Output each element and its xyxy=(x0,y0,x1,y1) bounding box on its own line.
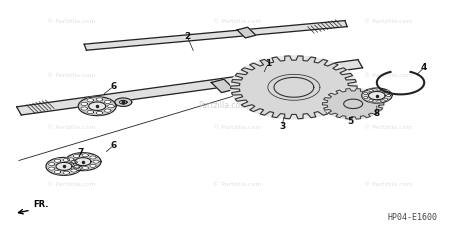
Circle shape xyxy=(364,93,368,95)
Text: © Partzilla.com: © Partzilla.com xyxy=(47,73,95,78)
Text: © Partzilla.com: © Partzilla.com xyxy=(365,19,413,24)
Circle shape xyxy=(46,157,82,175)
Circle shape xyxy=(87,99,94,102)
Circle shape xyxy=(386,94,391,97)
Text: FR.: FR. xyxy=(33,200,49,209)
Circle shape xyxy=(322,88,384,119)
Circle shape xyxy=(56,162,72,170)
Circle shape xyxy=(73,154,80,158)
Text: © Partzilla.com: © Partzilla.com xyxy=(213,19,261,24)
Polygon shape xyxy=(231,56,357,119)
Circle shape xyxy=(369,89,373,92)
Circle shape xyxy=(104,100,111,103)
Circle shape xyxy=(65,153,101,171)
Circle shape xyxy=(115,98,132,106)
Text: 2: 2 xyxy=(184,32,191,41)
Text: © Partzilla.com: © Partzilla.com xyxy=(213,181,261,187)
Circle shape xyxy=(63,158,69,162)
Text: © Partzilla.com: © Partzilla.com xyxy=(213,125,261,130)
Text: 7: 7 xyxy=(77,148,84,157)
Circle shape xyxy=(67,158,74,161)
Polygon shape xyxy=(211,79,234,93)
Circle shape xyxy=(231,56,357,119)
Polygon shape xyxy=(84,21,347,50)
Circle shape xyxy=(383,91,388,93)
Circle shape xyxy=(368,91,385,100)
Circle shape xyxy=(377,89,381,91)
Text: © Partzilla.com: © Partzilla.com xyxy=(47,181,95,187)
Polygon shape xyxy=(237,27,256,38)
Text: 6: 6 xyxy=(110,141,117,150)
Circle shape xyxy=(78,97,116,116)
Circle shape xyxy=(377,100,381,102)
Circle shape xyxy=(55,170,61,174)
Circle shape xyxy=(119,100,127,104)
Text: © Partzilla.com: © Partzilla.com xyxy=(47,19,95,24)
Circle shape xyxy=(364,97,368,99)
Circle shape xyxy=(48,163,55,166)
Circle shape xyxy=(108,105,114,108)
Text: © Partzilla.com: © Partzilla.com xyxy=(365,181,413,187)
Circle shape xyxy=(93,160,99,163)
Circle shape xyxy=(81,102,88,105)
Circle shape xyxy=(75,158,91,166)
Circle shape xyxy=(362,88,392,103)
Text: HP04-E1600: HP04-E1600 xyxy=(387,213,438,222)
Circle shape xyxy=(71,169,77,172)
Circle shape xyxy=(96,111,103,115)
Circle shape xyxy=(74,165,80,168)
Text: © Partzilla.com: © Partzilla.com xyxy=(47,125,95,130)
Text: © Partzilla.com: © Partzilla.com xyxy=(365,73,413,78)
Circle shape xyxy=(87,110,94,114)
Circle shape xyxy=(96,98,103,101)
Circle shape xyxy=(89,102,106,110)
Circle shape xyxy=(48,167,55,170)
Circle shape xyxy=(55,159,61,162)
Circle shape xyxy=(63,171,69,174)
Text: 3: 3 xyxy=(279,122,285,131)
Circle shape xyxy=(383,98,388,101)
Circle shape xyxy=(82,166,88,170)
Text: 4: 4 xyxy=(421,63,428,72)
Text: 1: 1 xyxy=(264,59,271,68)
Text: 8: 8 xyxy=(374,109,380,118)
Text: 5: 5 xyxy=(347,117,354,126)
Circle shape xyxy=(104,109,111,112)
Polygon shape xyxy=(322,88,384,119)
Circle shape xyxy=(67,162,74,165)
Circle shape xyxy=(90,164,96,167)
Circle shape xyxy=(81,107,88,110)
Circle shape xyxy=(82,154,88,157)
Text: Partzilla.com: Partzilla.com xyxy=(198,101,247,110)
Text: © Partzilla.com: © Partzilla.com xyxy=(365,125,413,130)
Circle shape xyxy=(71,161,77,164)
Circle shape xyxy=(73,166,80,169)
Polygon shape xyxy=(17,60,363,115)
Text: 6: 6 xyxy=(110,82,117,91)
Circle shape xyxy=(90,156,96,159)
Circle shape xyxy=(369,100,373,102)
